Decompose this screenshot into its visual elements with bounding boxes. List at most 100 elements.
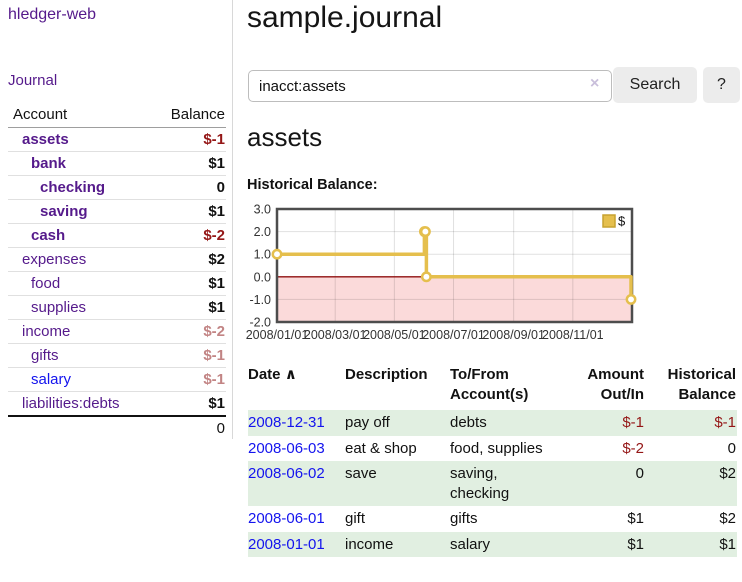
accounts-total-value: 0 (149, 415, 226, 440)
account-link-supplies[interactable]: supplies (31, 299, 87, 316)
account-balance: $-2 (149, 223, 226, 248)
svg-text:2.0: 2.0 (254, 225, 271, 239)
transaction-accounts: food, supplies (450, 439, 543, 457)
chart-title: Historical Balance: (247, 177, 378, 193)
account-link-income[interactable]: income (22, 323, 71, 340)
table-row: supplies $1 (8, 295, 226, 320)
transaction-date-link[interactable]: 2008-06-03 (248, 439, 325, 457)
sidebar: hledger-web Journal Account Balance asse… (0, 0, 233, 440)
svg-text:-2.0: -2.0 (249, 316, 271, 330)
transaction-description: pay off (345, 414, 390, 431)
transaction-date-link[interactable]: 2008-12-31 (248, 414, 325, 431)
table-row: liabilities:debts $1 (8, 391, 226, 416)
accounts-header-row: Account Balance (8, 104, 226, 128)
account-balance: $-2 (149, 319, 226, 344)
account-link-gifts[interactable]: gifts (31, 347, 59, 364)
svg-text:2008/11/01: 2008/11/01 (542, 328, 604, 342)
svg-text:0.0: 0.0 (254, 270, 271, 284)
account-balance: $1 (149, 199, 226, 224)
app-brand-link[interactable]: hledger-web (8, 6, 97, 23)
table-row: assets $-1 (8, 128, 226, 152)
column-header-date[interactable]: Date ∧ (248, 366, 297, 383)
transaction-date-link[interactable]: 2008-06-02 (248, 465, 325, 482)
transaction-description: gift (345, 510, 366, 527)
accounts-header-account: Account (8, 104, 150, 128)
search-input[interactable] (248, 70, 612, 102)
transaction-amount: $1 (627, 510, 644, 527)
transaction-row: 2008-01-01 income salary $1 $1 (248, 531, 737, 557)
transaction-row: 2008-06-02 save saving, checking 0 $2 (248, 461, 737, 506)
table-row: food $1 (8, 271, 226, 296)
svg-text:2008/01/01: 2008/01/01 (246, 328, 309, 342)
account-link-food[interactable]: food (31, 275, 61, 292)
account-link-bank[interactable]: bank (31, 155, 67, 172)
svg-text:2008/09/01: 2008/09/01 (482, 328, 545, 342)
account-heading: assets (247, 122, 323, 152)
account-balance: 0 (149, 175, 226, 200)
table-row: bank $1 (8, 151, 226, 176)
sort-ascending-icon: ∧ (284, 366, 297, 383)
page-title: sample.journal (247, 1, 443, 34)
transaction-date-link[interactable]: 2008-01-01 (248, 535, 325, 553)
accounts-header-balance: Balance (149, 104, 226, 128)
transaction-row: 2008-06-01 gift gifts $1 $2 (248, 506, 737, 532)
search-button[interactable]: Search (613, 67, 697, 103)
account-link-expenses[interactable]: expenses (22, 251, 87, 268)
clear-search-icon[interactable]: × (590, 75, 600, 92)
historical-balance-chart: 3.0 2.0 1.0 0.0 -1.0 -2.02008/01/012008/03/01… (246, 203, 637, 342)
table-row: checking 0 (8, 175, 226, 200)
account-link-checking[interactable]: checking (40, 179, 106, 196)
table-row: income $-2 (8, 319, 226, 344)
table-row: saving $1 (8, 199, 226, 224)
transaction-description: income (345, 535, 394, 553)
register-header-row: Date ∧ Description To/From Account(s) Am… (248, 364, 737, 410)
transaction-description: save (345, 465, 377, 482)
transaction-amount: $1 (627, 535, 644, 553)
register-table: Date ∧ Description To/From Account(s) Am… (248, 364, 737, 557)
sidebar-item-journal[interactable]: Journal (8, 72, 58, 89)
svg-text:2008/07/01: 2008/07/01 (422, 328, 485, 342)
svg-text:-1.0: -1.0 (249, 293, 271, 307)
column-header-historical-balance[interactable]: Historical Balance (667, 366, 736, 403)
account-balance: $1 (149, 151, 226, 176)
account-balance: $1 (149, 271, 226, 296)
table-row: salary $-1 (8, 367, 226, 392)
column-header-tofrom-accounts[interactable]: To/From Account(s) (450, 366, 529, 403)
svg-text:$: $ (618, 214, 626, 229)
accounts-total-row: 0 (8, 415, 226, 440)
transaction-accounts: saving, checking (450, 465, 510, 502)
transaction-amount: 0 (635, 465, 644, 482)
transaction-balance: $2 (719, 510, 736, 527)
column-header-description[interactable]: Description (345, 366, 428, 383)
account-balance: $-1 (203, 131, 225, 148)
account-balance: $1 (149, 295, 226, 320)
transaction-amount: $-1 (622, 414, 644, 431)
account-balance: $-1 (149, 367, 226, 392)
transaction-amount: $-2 (622, 439, 644, 457)
account-balance: $-1 (149, 343, 226, 368)
transaction-accounts: salary (450, 535, 491, 553)
account-balance: $2 (149, 247, 226, 272)
transaction-description: eat & shop (345, 439, 417, 457)
account-link-assets[interactable]: assets (22, 131, 69, 148)
account-link-liabilities-debts[interactable]: liabilities:debts (22, 395, 120, 412)
transaction-row: 2008-12-31 pay off debts $-1 $-1 (248, 410, 737, 436)
transaction-accounts: debts (450, 414, 487, 431)
account-link-saving[interactable]: saving (40, 203, 88, 220)
accounts-table: Account Balance assets $-1 bank $1 check… (8, 104, 226, 440)
account-link-cash[interactable]: cash (31, 227, 66, 244)
table-row: expenses $2 (8, 247, 226, 272)
account-link-salary[interactable]: salary (31, 371, 72, 388)
transaction-accounts: gifts (450, 510, 478, 527)
column-header-amount[interactable]: Amount Out/In (587, 366, 644, 403)
table-row: gifts $-1 (8, 343, 226, 368)
transaction-date-link[interactable]: 2008-06-01 (248, 510, 325, 527)
svg-text:1.0: 1.0 (254, 248, 271, 262)
transaction-balance: $-1 (714, 414, 736, 431)
transaction-balance: $2 (719, 465, 736, 482)
transaction-row: 2008-06-03 eat & shop food, supplies $-2… (248, 436, 737, 462)
svg-text:2008/03/01: 2008/03/01 (304, 328, 367, 342)
help-button[interactable]: ? (703, 67, 740, 103)
transaction-balance: 0 (727, 439, 736, 457)
